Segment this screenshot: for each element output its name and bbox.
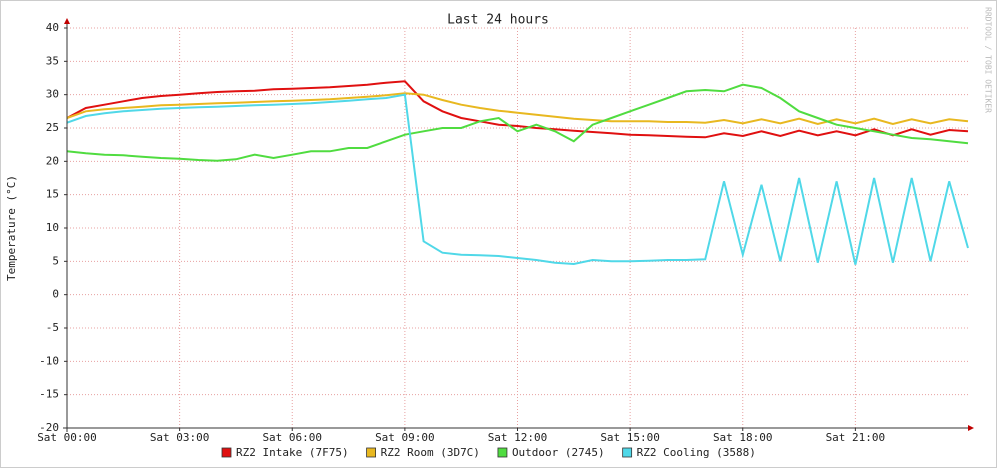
series-line (66, 83, 969, 162)
y-tick-label: 35 (46, 54, 59, 67)
x-tick-label: Sat 03:00 (150, 431, 210, 444)
legend: RZ2 Intake (7F75) RZ2 Room (3D7C) Outdoor … (221, 446, 756, 459)
x-tick-label: Sat 15:00 (600, 431, 660, 444)
x-tick-label: Sat 00:00 (37, 431, 97, 444)
y-tick-label: 0 (52, 288, 59, 301)
y-tick-label: 5 (52, 254, 59, 267)
x-tick-label: Sat 12:00 (488, 431, 548, 444)
legend-swatch (366, 447, 376, 458)
axis-arrow (968, 425, 974, 431)
lines (66, 80, 969, 266)
y-tick-label: -15 (39, 388, 59, 401)
legend-label: RZ2 Cooling (3588) (637, 446, 756, 459)
series-line (66, 92, 969, 126)
y-tick-label: 20 (46, 154, 59, 167)
x-tick-label: Sat 06:00 (262, 431, 322, 444)
grid (66, 27, 968, 429)
legend-label: RZ2 Intake (7F75) (236, 446, 349, 459)
x-tick-label: Sat 09:00 (375, 431, 435, 444)
y-tick-label: 25 (46, 121, 59, 134)
y-axis-label: Temperature (°C) (5, 175, 18, 281)
y-tick-label: 30 (46, 88, 59, 101)
y-tick-label: -5 (46, 321, 59, 334)
legend-swatch (497, 447, 508, 458)
y-tick-label: -20 (39, 421, 59, 434)
y-tick-label: 40 (46, 21, 59, 34)
y-tick-label: -10 (39, 354, 59, 367)
series-line (66, 80, 969, 139)
watermark: RRDTOOL / TOBI OETIKER (984, 7, 993, 113)
legend-swatch (622, 447, 633, 458)
legend-swatch (221, 447, 232, 458)
y-tick-label: 15 (46, 188, 59, 201)
legend-label: RZ2 Room (3D7C) (381, 446, 480, 459)
series-line (66, 93, 969, 266)
y-tick-label: 10 (46, 221, 59, 234)
x-tick-label: Sat 21:00 (826, 431, 886, 444)
legend-label: Outdoor (2745) (512, 446, 605, 459)
chart-title: Last 24 hours (447, 13, 549, 28)
axis-arrow (64, 18, 70, 24)
x-tick-label: Sat 18:00 (713, 431, 773, 444)
